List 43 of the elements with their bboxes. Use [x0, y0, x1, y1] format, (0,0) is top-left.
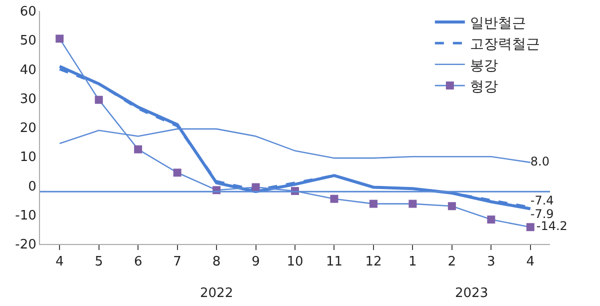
legend-label: 형강	[470, 79, 498, 95]
point	[408, 200, 417, 208]
data-label: -7.4	[530, 193, 554, 208]
y-tick-label: 30	[20, 92, 36, 107]
x-tick-label: 4	[55, 254, 64, 270]
point	[173, 168, 182, 177]
text: 2022	[200, 286, 234, 301]
x-tick-label: 10	[286, 254, 304, 270]
x-tick-label: 8	[212, 254, 221, 270]
y-tick-label: 0	[28, 179, 36, 194]
point	[330, 194, 338, 203]
data-label: -14.2	[536, 219, 568, 234]
text: 2023	[455, 286, 488, 301]
y-tick-label: 20	[20, 121, 36, 136]
point	[56, 34, 64, 43]
point	[526, 223, 534, 232]
x-tick-label: 5	[94, 254, 103, 270]
x-tick-label: 3	[487, 254, 496, 270]
y-tick-label: 50	[20, 34, 36, 49]
y-tick-label: -10	[15, 208, 36, 224]
point	[369, 200, 378, 208]
data-label: -7.9	[530, 206, 554, 221]
x-tick-label: 2	[448, 254, 456, 270]
point	[448, 202, 456, 210]
x-tick-label: 11	[326, 254, 343, 270]
data-label: 8.0	[530, 154, 550, 168]
y-tick-label: -20	[15, 238, 36, 253]
x-tick-label: 12	[365, 254, 382, 270]
point	[487, 216, 496, 224]
x-tick-label: 1	[408, 254, 417, 270]
y-tick-label: 40	[20, 62, 36, 78]
legend-label: 일반철근	[470, 15, 526, 32]
y-tick-label: 10	[20, 150, 36, 166]
y-tick-label: 60	[20, 4, 36, 20]
point	[134, 145, 142, 154]
point	[252, 183, 260, 192]
legend-label: 봉강	[470, 58, 498, 74]
x-tick-label: 6	[134, 254, 142, 270]
x-tick-label: 7	[173, 254, 182, 270]
x-tick-label: 4	[526, 254, 535, 270]
legend-label: 고장력철근	[470, 36, 540, 53]
x-tick-label: 9	[252, 254, 260, 270]
point	[94, 96, 103, 104]
